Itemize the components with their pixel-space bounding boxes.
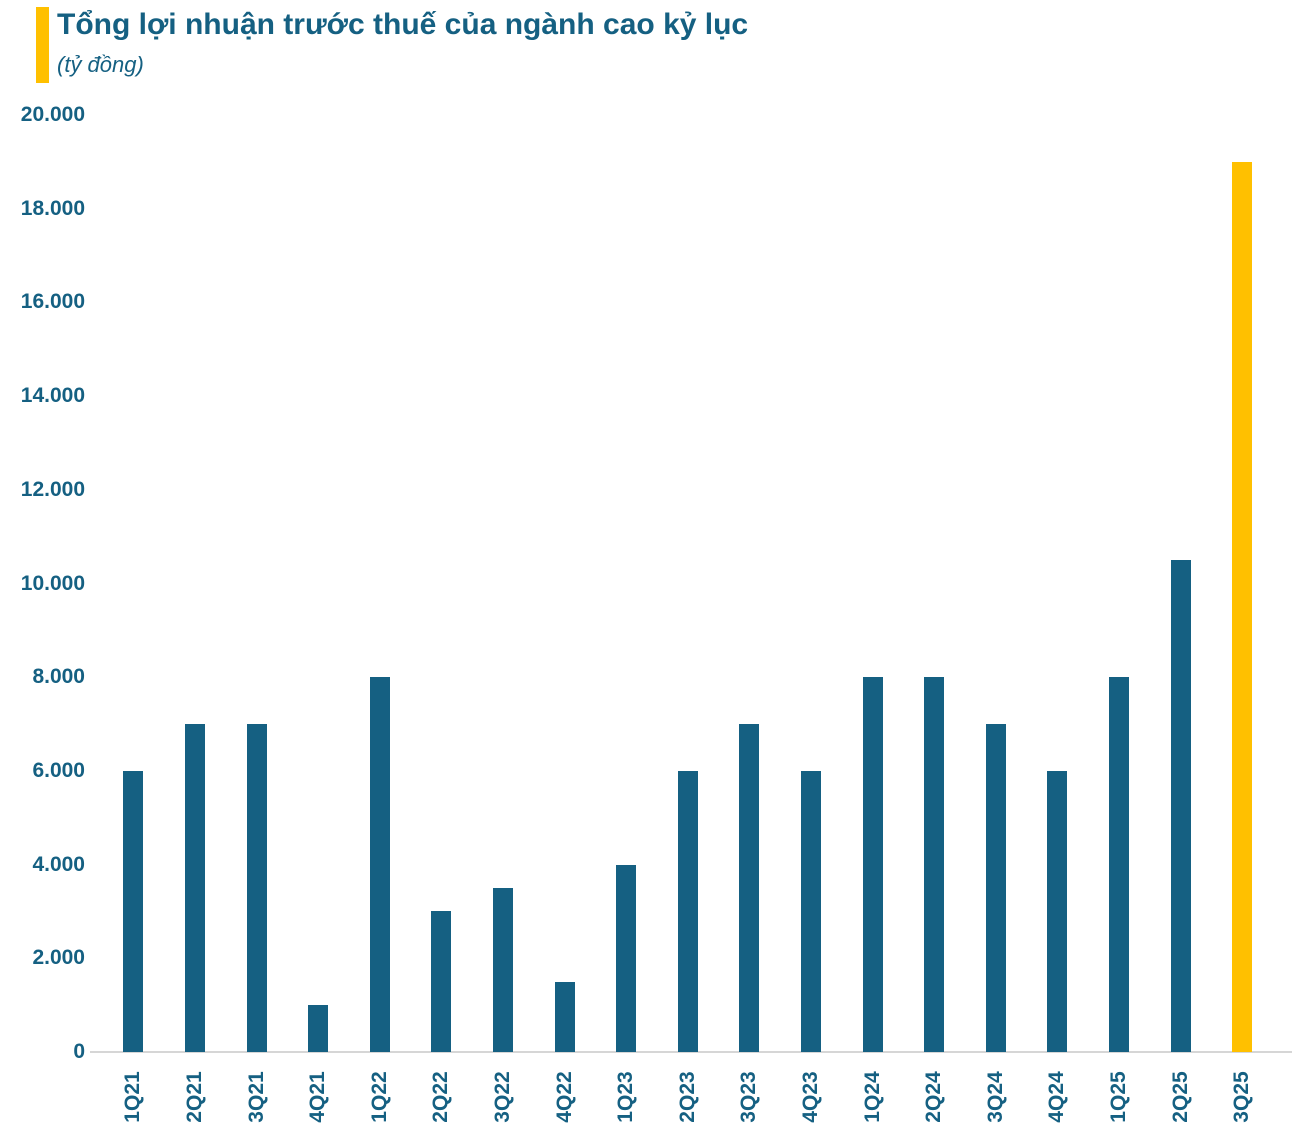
bar-2q22: [431, 911, 452, 1052]
bar-1q25: [1108, 677, 1129, 1052]
y-axis-tick-label: 10.000: [20, 571, 85, 595]
x-axis-tick-label: 3Q25: [1230, 1071, 1254, 1123]
bar-4q24: [1047, 770, 1068, 1052]
chart-title: Tổng lợi nhuận trước thuế của ngành cao …: [57, 8, 749, 41]
y-axis-tick-label: 2.000: [32, 946, 85, 970]
bar-1q21: [123, 770, 144, 1052]
x-axis-tick-label: 4Q21: [306, 1071, 330, 1123]
y-axis-tick-label: 6.000: [32, 758, 85, 782]
x-axis-tick-label: 1Q22: [367, 1071, 391, 1123]
bar-2q25: [1170, 560, 1191, 1052]
y-axis-tick-label: 14.000: [20, 384, 85, 408]
y-axis-tick-label: 4.000: [32, 852, 85, 876]
x-axis-tick-label: 2Q24: [922, 1071, 946, 1123]
title-accent-bar: [36, 7, 49, 83]
bar-1q24: [862, 677, 883, 1052]
y-axis-tick-label: 16.000: [20, 290, 85, 314]
bar-4q21: [308, 1005, 329, 1052]
bar-3q24: [985, 724, 1006, 1052]
bar-2q24: [924, 677, 945, 1052]
x-axis-tick-label: 1Q24: [860, 1071, 884, 1123]
bar-2q23: [677, 770, 698, 1052]
chart-unit-subtitle: (tỷ đồng): [57, 52, 144, 77]
x-axis-tick-label: 1Q25: [1106, 1071, 1130, 1123]
x-axis-tick-label: 4Q23: [798, 1071, 822, 1123]
x-axis-tick-label: 2Q21: [182, 1071, 206, 1123]
x-axis-tick-label: 4Q22: [552, 1071, 576, 1123]
y-axis-tick-label: 12.000: [20, 477, 85, 501]
bar-4q22: [554, 981, 575, 1052]
bar-3q25: [1232, 161, 1253, 1052]
x-axis-tick-label: 2Q23: [675, 1071, 699, 1123]
bar-3q21: [246, 724, 267, 1052]
x-axis-tick-label: 2Q25: [1168, 1071, 1192, 1123]
bar-1q22: [369, 677, 390, 1052]
bar-4q23: [800, 770, 821, 1052]
bar-3q23: [739, 724, 760, 1052]
y-axis-tick-label: 20.000: [20, 103, 85, 126]
y-axis-tick-label: 0: [73, 1040, 85, 1063]
x-axis-tick-label: 3Q24: [983, 1071, 1007, 1123]
bar-2q21: [184, 724, 205, 1052]
x-axis-tick-label: 3Q21: [244, 1071, 268, 1123]
x-axis-tick-label: 3Q22: [490, 1071, 514, 1123]
x-axis-tick-label: 1Q23: [614, 1071, 638, 1123]
x-axis-tick-label: 4Q24: [1045, 1071, 1069, 1123]
x-axis-line: [90, 1051, 1292, 1053]
x-axis-tick-label: 3Q23: [737, 1071, 761, 1123]
x-axis-tick-label: 1Q21: [121, 1071, 145, 1123]
x-axis-tick-label: 2Q22: [429, 1071, 453, 1123]
bar-3q22: [492, 888, 513, 1052]
y-axis-tick-label: 8.000: [32, 665, 85, 689]
bar-1q23: [616, 864, 637, 1052]
y-axis-tick-label: 18.000: [20, 196, 85, 220]
